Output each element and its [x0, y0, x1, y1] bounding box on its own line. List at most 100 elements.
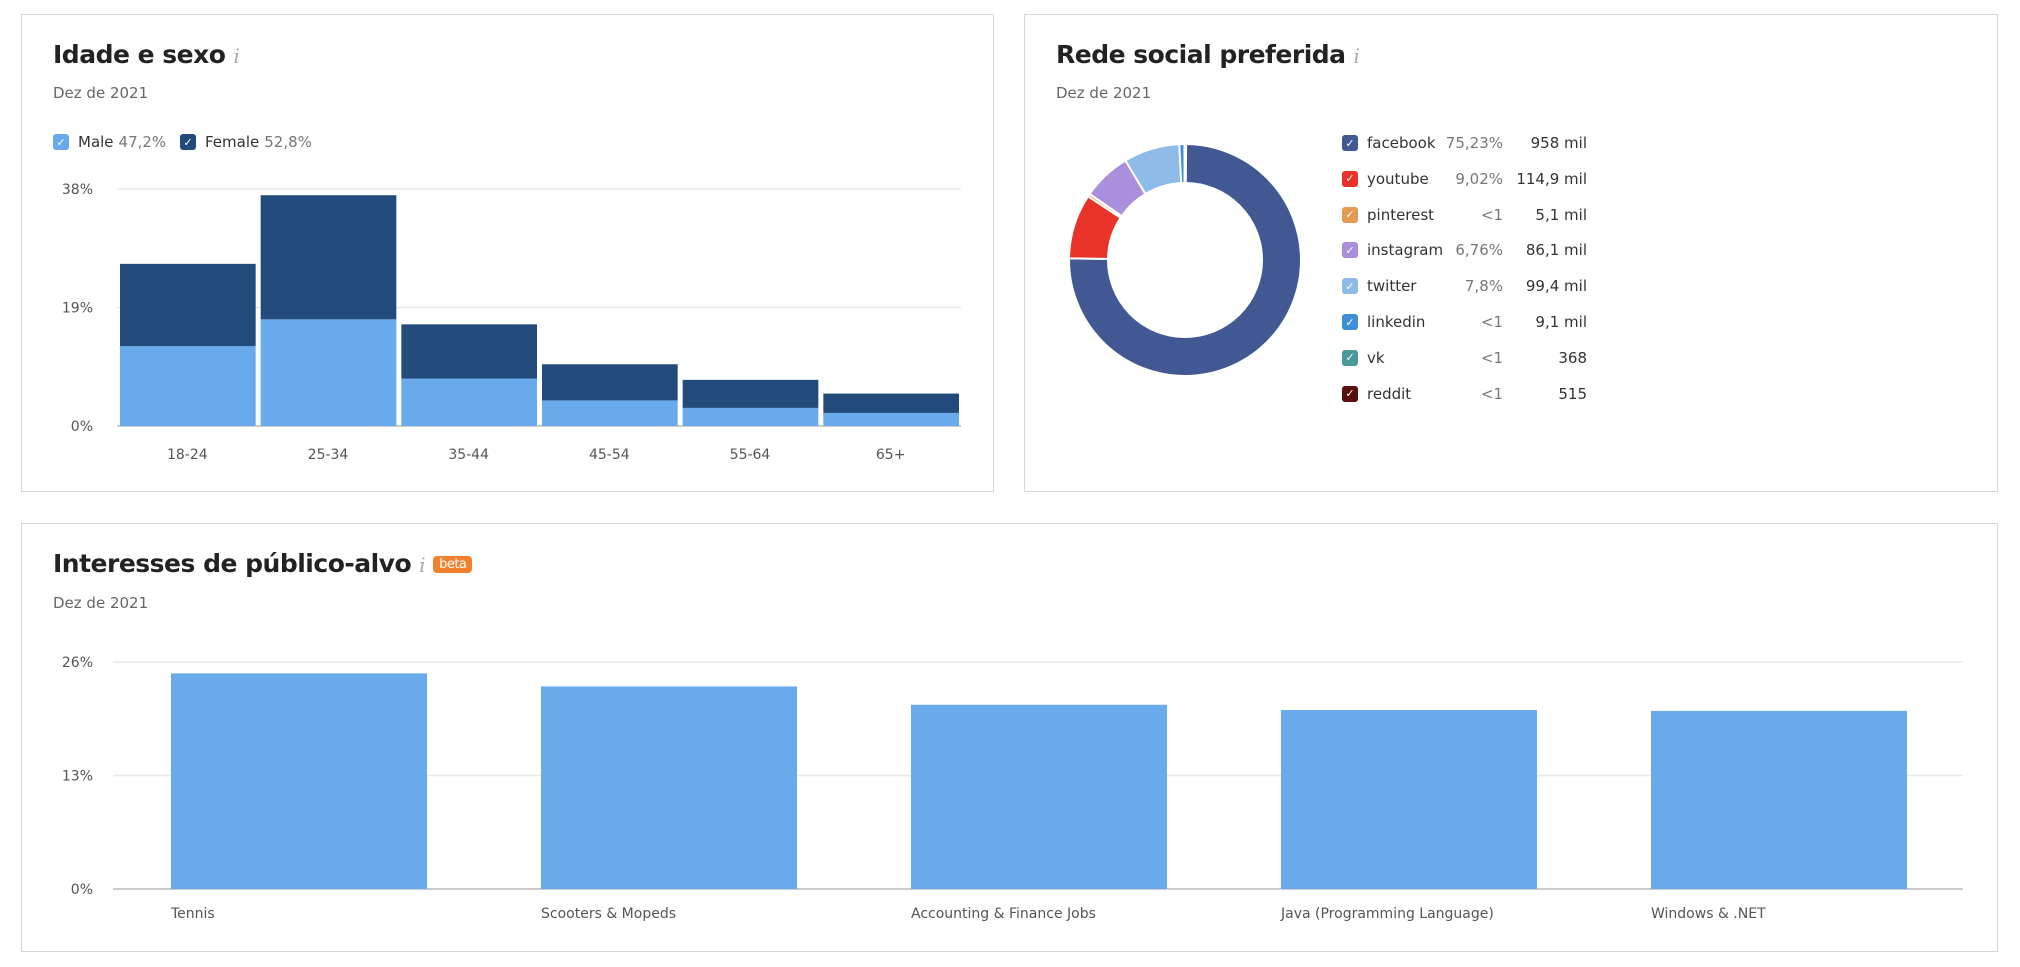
social-name: vk: [1367, 348, 1385, 367]
bar: [171, 673, 427, 889]
checkbox-checked-icon[interactable]: ✓: [1342, 135, 1358, 151]
bar-female: [682, 379, 819, 408]
bar-male: [682, 407, 819, 426]
x-tick-label: 25-34: [308, 447, 349, 463]
social-name: pinterest: [1367, 205, 1435, 224]
social-value: 99,4 mil: [1525, 277, 1587, 296]
social-name: reddit: [1367, 384, 1412, 403]
y-tick-label: 38%: [62, 182, 93, 198]
legend-label: Female: [205, 133, 260, 151]
social-name: youtube: [1367, 169, 1429, 188]
social-period: Dez de 2021: [1056, 84, 1152, 102]
legend-row-facebook[interactable]: ✓ facebook 75,23% 958 mil: [1342, 133, 1602, 153]
age-gender-title: Idade e sexo i: [53, 40, 240, 69]
legend-row-pinterest[interactable]: ✓ pinterest <1 5,1 mil: [1342, 205, 1602, 225]
interests-title: Interesses de público-alvo i beta: [53, 549, 473, 578]
social-name: linkedin: [1367, 313, 1426, 331]
checkbox-checked-icon[interactable]: ✓: [1342, 385, 1358, 402]
x-tick-label: Windows & .NET: [1651, 906, 1766, 922]
bar-female: [542, 364, 678, 401]
social-name: twitter: [1367, 277, 1417, 296]
checkbox-checked-icon[interactable]: ✓: [53, 134, 69, 150]
bar-male: [823, 412, 959, 426]
social-percent: 7,8%: [1464, 277, 1503, 296]
y-tick-label: 19%: [62, 301, 93, 317]
age-gender-chart: 0% 19% 38% 18-24 25-34 35-44 45-54 55-64 65+: [62, 182, 961, 463]
social-card: [1024, 14, 1998, 492]
x-tick-label: Accounting & Finance Jobs: [911, 906, 1096, 922]
checkbox-checked-icon[interactable]: ✓: [1342, 170, 1358, 187]
legend-row-vk[interactable]: ✓ vk <1 368: [1342, 348, 1602, 368]
legend-row-instagram[interactable]: ✓ instagram 6,76% 86,1 mil: [1342, 240, 1602, 260]
social-value: 515: [1558, 384, 1587, 403]
social-value: 368: [1558, 348, 1587, 367]
x-tick-label: Java (Programming Language): [1280, 906, 1494, 922]
x-tick-label: Tennis: [170, 906, 215, 922]
checkbox-checked-icon[interactable]: ✓: [1342, 314, 1358, 330]
bar-male: [401, 378, 537, 426]
title-text: Interesses de público-alvo: [53, 549, 412, 578]
interests-chart: 0% 13% 26% Tennis Scooters & Mopeds Accountin…: [62, 655, 1963, 922]
slice-reddit: [1183, 143, 1188, 185]
social-value: 86,1 mil: [1525, 241, 1587, 260]
social-value: 9,1 mil: [1535, 313, 1587, 331]
x-tick-label: 55-64: [730, 447, 771, 463]
social-donut-chart: [1067, 142, 1302, 377]
bar-female: [260, 195, 397, 320]
x-tick-label: Scooters & Mopeds: [541, 906, 676, 922]
legend-male[interactable]: ✓ Male 47,2%: [53, 133, 166, 151]
info-icon[interactable]: i: [419, 553, 426, 577]
legend-row-twitter[interactable]: ✓ twitter 7,8% 99,4 mil: [1342, 276, 1602, 296]
social-value: 958 mil: [1530, 134, 1587, 152]
checkbox-checked-icon[interactable]: ✓: [1342, 242, 1358, 259]
interests-period: Dez de 2021: [53, 594, 149, 612]
slice-facebook: [1068, 142, 1302, 377]
legend-row-youtube[interactable]: ✓ youtube 9,02% 114,9 mil: [1342, 169, 1602, 189]
social-percent: <1: [1480, 313, 1503, 331]
social-percent: <1: [1480, 384, 1503, 403]
checkbox-checked-icon[interactable]: ✓: [1342, 278, 1358, 295]
bar: [541, 686, 797, 889]
social-percent: 6,76%: [1455, 241, 1503, 260]
bar-female: [120, 263, 256, 347]
x-tick-label: 65+: [876, 447, 906, 463]
info-icon[interactable]: i: [233, 44, 240, 68]
social-percent: <1: [1480, 205, 1503, 224]
bar-female: [401, 324, 537, 379]
social-percent: 75,23%: [1445, 134, 1503, 152]
y-tick-label: 26%: [62, 655, 93, 671]
social-percent: <1: [1480, 348, 1503, 367]
social-name: instagram: [1367, 241, 1444, 260]
y-tick-label: 0%: [71, 419, 93, 435]
legend-female[interactable]: ✓ Female 52,8%: [180, 133, 312, 151]
age-gender-period: Dez de 2021: [53, 84, 149, 102]
y-tick-label: 0%: [71, 882, 93, 898]
legend-label: Male: [78, 133, 114, 151]
social-value: 114,9 mil: [1516, 169, 1587, 188]
x-tick-label: 18-24: [167, 447, 208, 463]
checkbox-checked-icon[interactable]: ✓: [1342, 206, 1358, 223]
bar: [1651, 710, 1907, 889]
social-value: 5,1 mil: [1535, 205, 1587, 224]
info-icon[interactable]: i: [1353, 44, 1360, 68]
checkbox-checked-icon[interactable]: ✓: [1342, 349, 1358, 366]
legend-value: 52,8%: [264, 133, 312, 151]
checkbox-checked-icon[interactable]: ✓: [180, 134, 196, 150]
bar-male: [120, 346, 256, 426]
beta-badge: beta: [433, 556, 473, 573]
y-tick-label: 13%: [62, 769, 93, 785]
bar-male: [542, 400, 678, 426]
title-text: Idade e sexo: [53, 40, 226, 69]
social-name: facebook: [1367, 134, 1436, 152]
bar: [911, 704, 1167, 889]
legend-row-linkedin[interactable]: ✓ linkedin <1 9,1 mil: [1342, 312, 1602, 332]
x-tick-label: 35-44: [448, 447, 489, 463]
x-tick-label: 45-54: [589, 447, 630, 463]
title-text: Rede social preferida: [1056, 40, 1346, 69]
bar-male: [260, 319, 397, 426]
legend-row-reddit[interactable]: ✓ reddit <1 515: [1342, 384, 1602, 404]
bar-female: [823, 393, 959, 413]
legend-value: 47,2%: [118, 133, 167, 151]
social-title: Rede social preferida i: [1056, 40, 1360, 69]
social-percent: 9,02%: [1455, 169, 1503, 188]
